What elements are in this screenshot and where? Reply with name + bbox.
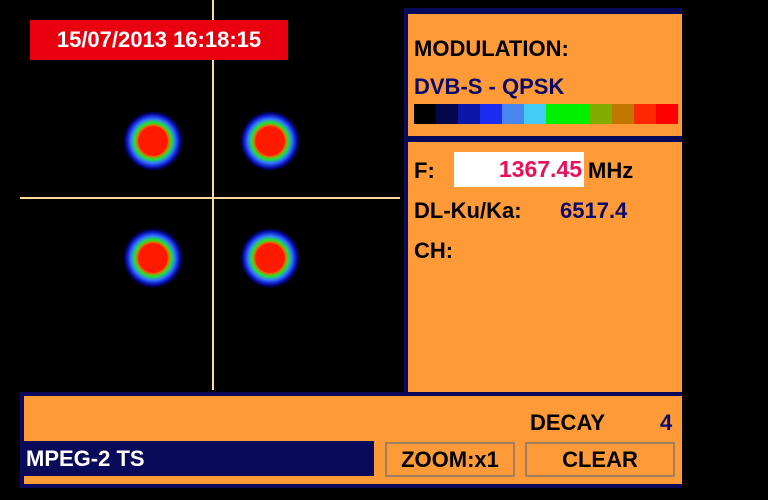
constellation-display: 15/07/2013 16:18:15: [0, 0, 400, 390]
bottom-bar: DECAY 4 MPEG-2 TS ZOOM:x1 CLEAR: [20, 392, 682, 488]
frequency-panel: F: 1367.45 MHz DL-Ku/Ka: 6517.4 CH:: [404, 136, 682, 394]
stream-type-display: MPEG-2 TS: [24, 441, 374, 476]
color-scale-segment: [590, 104, 612, 124]
frequency-label: F:: [414, 158, 435, 183]
color-scale-segment: [480, 104, 502, 124]
color-scale-segment: [612, 104, 634, 124]
color-scale-segment: [436, 104, 458, 124]
color-scale-segment: [414, 104, 436, 124]
clear-button[interactable]: CLEAR: [525, 442, 675, 477]
decay-value: 4: [660, 410, 673, 435]
color-scale-segment: [634, 104, 656, 124]
modulation-panel: MODULATION: DVB-S - QPSK: [404, 8, 682, 136]
crosshair-vertical: [212, 0, 214, 390]
color-scale-segment: [546, 104, 568, 124]
datetime-display: 15/07/2013 16:18:15: [30, 20, 288, 60]
downlink-label: DL-Ku/Ka:: [414, 198, 522, 223]
modulation-label: MODULATION:: [414, 36, 569, 61]
color-scale-segment: [502, 104, 524, 124]
constellation-point-bottom-left: [123, 228, 183, 288]
frequency-input[interactable]: 1367.45: [454, 152, 584, 187]
zoom-button[interactable]: ZOOM:x1: [385, 442, 515, 477]
color-scale-segment: [568, 104, 590, 124]
color-scale-segment: [524, 104, 546, 124]
modulation-value: DVB-S - QPSK: [414, 74, 565, 99]
constellation-point-top-right: [240, 111, 300, 171]
frequency-unit: MHz: [588, 158, 634, 183]
density-color-scale: [414, 104, 678, 124]
constellation-point-bottom-right: [240, 228, 300, 288]
decay-label: DECAY: [530, 410, 605, 435]
channel-label: CH:: [414, 238, 454, 263]
constellation-point-top-left: [123, 111, 183, 171]
crosshair-horizontal: [20, 197, 400, 199]
downlink-value: 6517.4: [560, 198, 628, 223]
color-scale-segment: [458, 104, 480, 124]
color-scale-segment: [656, 104, 678, 124]
